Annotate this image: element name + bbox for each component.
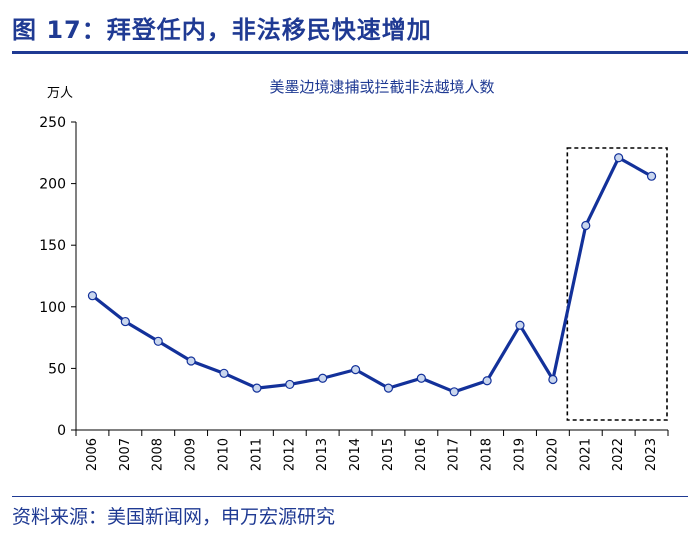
highlight-box (566, 147, 668, 421)
x-tick-label: 2018 (480, 438, 495, 471)
data-point (285, 379, 295, 390)
data-point (252, 383, 262, 393)
data-point (186, 356, 196, 366)
x-tick-label: 2010 (217, 438, 232, 471)
x-tick-label: 2019 (513, 438, 528, 471)
x-tick-label: 2009 (184, 438, 199, 471)
chart-title: 美墨边境逮捕或拦截非法越境人数 (269, 78, 494, 96)
y-tick-label: 250 (39, 115, 66, 131)
data-point (646, 171, 657, 181)
data-point (318, 373, 328, 383)
axes: 0 50 100 150 200 250 2006 2007 2008 2009 2010 2011 2… (39, 115, 669, 471)
data-point (87, 291, 98, 301)
title-divider (12, 51, 688, 54)
x-tick-label: 2017 (447, 438, 462, 471)
data-point (515, 320, 525, 330)
data-point (219, 368, 229, 378)
series-layer (87, 153, 657, 397)
x-tick-label: 2012 (282, 438, 297, 471)
x-tick-label: 2011 (249, 438, 264, 471)
data-point (416, 373, 426, 383)
highlight-dashed-box (566, 147, 668, 421)
y-tick-label: 150 (39, 238, 66, 254)
x-tick-label: 2023 (644, 438, 659, 471)
line-chart: 美墨边境逮捕或拦截非法越境人数 万人 0 50 100 150 200 250 2006 20… (39, 78, 669, 471)
y-tick-label: 50 (48, 361, 66, 377)
y-tick-label: 100 (39, 300, 66, 316)
x-tick-label: 2008 (151, 438, 166, 471)
data-point (614, 153, 624, 163)
figure-title: 图 17：拜登任内，非法移民快速增加 (12, 16, 432, 44)
x-tick-label: 2015 (381, 438, 396, 471)
data-point (581, 220, 591, 231)
x-tick-label: 2020 (545, 438, 560, 471)
x-tick-label: 2022 (611, 438, 626, 471)
y-tick-label: 0 (57, 423, 66, 439)
source-note: 资料来源：美国新闻网，申万宏源研究 (12, 506, 336, 528)
x-tick-label: 2013 (315, 438, 330, 471)
data-point (350, 365, 361, 375)
data-point (153, 336, 163, 346)
source-divider (12, 496, 688, 497)
x-tick-label: 2014 (348, 438, 363, 471)
x-tick-label: 2021 (578, 438, 593, 471)
series-line (90, 156, 654, 394)
x-tick-label: 2007 (118, 438, 133, 471)
data-point (548, 374, 558, 385)
x-tick-label: 2016 (414, 438, 429, 471)
data-point (120, 316, 130, 327)
data-point (383, 383, 394, 393)
y-axis-unit-label: 万人 (47, 86, 73, 101)
data-point (482, 376, 492, 386)
y-tick-label: 200 (39, 177, 66, 193)
data-point (449, 387, 459, 397)
x-tick-label: 2006 (85, 438, 100, 471)
